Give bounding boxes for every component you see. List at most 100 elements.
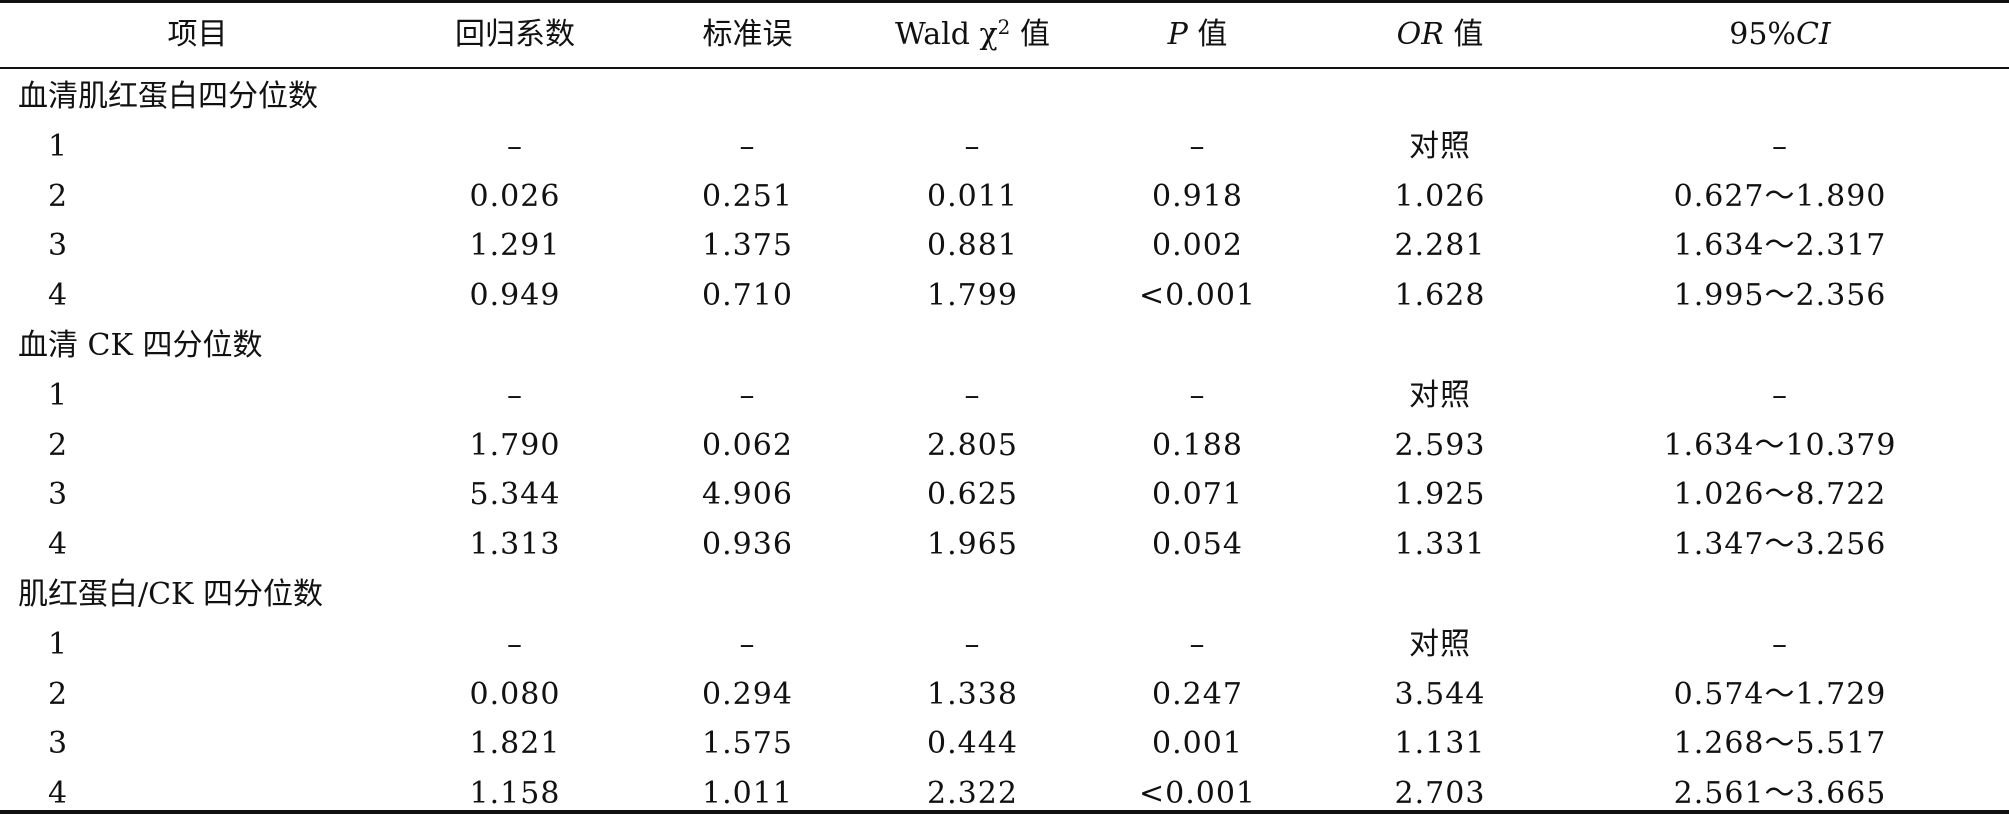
cell-ci: –: [1772, 128, 1788, 164]
cell-p: 0.054: [1152, 527, 1243, 563]
group-label: 血清肌红蛋白四分位数: [18, 79, 318, 114]
header-wald: Wald χ2 值: [860, 8, 1085, 62]
table-row: 3 1.821 1.575 0.444 0.001 1.131 1.268～5.517: [0, 719, 2009, 769]
cell-coef: 1.291: [469, 228, 561, 264]
group-label: 肌红蛋白/CK 四分位数: [18, 577, 324, 612]
cell-se: 1.011: [702, 776, 793, 812]
group-row: 肌红蛋白/CK 四分位数: [0, 570, 2009, 620]
table-header-rule: [0, 67, 2009, 69]
quartile-level: 1: [48, 128, 69, 164]
cell-ci: 1.268～5.517: [1673, 726, 1887, 762]
cell-se: 0.251: [702, 178, 793, 214]
header-coef: 回归系数: [455, 17, 575, 52]
quartile-level: 2: [48, 178, 69, 214]
cell-p: 0.247: [1152, 676, 1243, 712]
table-top-rule: [0, 0, 2009, 3]
quartile-level: 3: [48, 726, 69, 762]
table-row: 2 1.790 0.062 2.805 0.188 2.593 1.634～10.379: [0, 421, 2009, 471]
cell-wald: –: [964, 626, 981, 662]
cell-coef: 0.080: [469, 676, 561, 712]
cell-se: –: [739, 626, 756, 662]
cell-wald: 1.965: [927, 527, 1018, 563]
header-ci: 95%CI: [1570, 8, 1990, 62]
cell-coef: 1.313: [469, 527, 561, 563]
header-wald-suffix: 值: [1010, 17, 1050, 52]
table-header-row: 项目 回归系数 标准误 Wald χ2 值 P 值 OR 值 95%CI: [0, 8, 2009, 62]
cell-wald: 0.625: [927, 477, 1018, 513]
quartile-level: 1: [48, 626, 69, 662]
cell-p: 0.188: [1152, 427, 1243, 463]
table-row: 4 1.158 1.011 2.322 <0.001 2.703 2.561～3.665: [0, 769, 2009, 819]
cell-p: <0.001: [1138, 776, 1257, 812]
cell-se: 1.575: [702, 726, 793, 762]
cell-p: –: [1189, 377, 1206, 413]
quartile-level: 4: [48, 776, 69, 812]
cell-or: 2.593: [1394, 427, 1486, 463]
cell-p: <0.001: [1138, 278, 1257, 314]
cell-p: 0.001: [1152, 726, 1243, 762]
cell-p: 0.002: [1152, 228, 1243, 264]
cell-or: 对照: [1409, 377, 1471, 413]
cell-or: 1.925: [1394, 477, 1486, 513]
cell-ci: 1.995～2.356: [1673, 278, 1887, 314]
table-row: 1 – – – – 对照 –: [0, 620, 2009, 670]
table-bottom-rule: [0, 810, 2009, 814]
quartile-level: 4: [48, 278, 69, 314]
cell-coef: –: [507, 128, 523, 164]
cell-wald: 2.322: [927, 776, 1018, 812]
cell-se: 1.375: [702, 228, 793, 264]
cell-ci: 1.634～10.379: [1663, 427, 1897, 463]
table-row: 2 0.026 0.251 0.011 0.918 1.026 0.627～1.890: [0, 172, 2009, 222]
header-p-italic: P: [1167, 17, 1188, 52]
cell-se: –: [739, 377, 756, 413]
header-or-italic: OR: [1396, 17, 1444, 52]
table-row: 3 5.344 4.906 0.625 0.071 1.925 1.026～8.722: [0, 470, 2009, 520]
cell-ci: 1.347～3.256: [1673, 527, 1887, 563]
cell-wald: 0.444: [927, 726, 1018, 762]
quartile-level: 3: [48, 477, 69, 513]
cell-coef: 0.949: [469, 278, 561, 314]
cell-ci: –: [1772, 377, 1788, 413]
cell-or: 1.131: [1394, 726, 1486, 762]
cell-p: 0.071: [1152, 477, 1243, 513]
cell-se: –: [739, 128, 756, 164]
table-row: 1 – – – – 对照 –: [0, 371, 2009, 421]
header-ci-italic: CI: [1795, 17, 1831, 52]
cell-wald: 1.799: [927, 278, 1018, 314]
cell-or: 2.703: [1394, 776, 1486, 812]
header-p-suffix: 值: [1187, 17, 1228, 52]
cell-wald: –: [964, 128, 981, 164]
cell-coef: 5.344: [469, 477, 561, 513]
cell-p: 0.918: [1152, 178, 1243, 214]
cell-or: 1.026: [1394, 178, 1486, 214]
header-p: P 值: [1085, 8, 1310, 62]
cell-se: 0.062: [702, 427, 793, 463]
table-row: 1 – – – – 对照 –: [0, 122, 2009, 172]
cell-coef: –: [507, 377, 523, 413]
cell-ci: 1.634～2.317: [1673, 228, 1887, 264]
header-wald-sup: 2: [997, 15, 1011, 39]
group-label: 血清 CK 四分位数: [18, 328, 263, 363]
cell-coef: 1.821: [469, 726, 561, 762]
group-row: 血清肌红蛋白四分位数: [0, 72, 2009, 122]
cell-or: 2.281: [1394, 228, 1486, 264]
cell-se: 0.936: [702, 527, 793, 563]
quartile-level: 2: [48, 427, 69, 463]
table-row: 4 0.949 0.710 1.799 <0.001 1.628 1.995～2.356: [0, 271, 2009, 321]
cell-wald: 1.338: [927, 676, 1018, 712]
table-row: 2 0.080 0.294 1.338 0.247 3.544 0.574～1.729: [0, 670, 2009, 720]
quartile-level: 1: [48, 377, 69, 413]
header-ci-prefix: 95%: [1729, 17, 1796, 52]
cell-or: 对照: [1409, 626, 1471, 662]
cell-ci: 1.026～8.722: [1673, 477, 1887, 513]
cell-ci: 0.627～1.890: [1673, 178, 1887, 214]
cell-coef: 1.158: [469, 776, 561, 812]
cell-se: 0.294: [702, 676, 793, 712]
cell-coef: –: [507, 626, 523, 662]
cell-wald: 2.805: [927, 427, 1018, 463]
cell-wald: 0.881: [927, 228, 1018, 264]
cell-coef: 0.026: [469, 178, 561, 214]
header-or-suffix: 值: [1443, 17, 1484, 52]
cell-p: –: [1189, 626, 1206, 662]
